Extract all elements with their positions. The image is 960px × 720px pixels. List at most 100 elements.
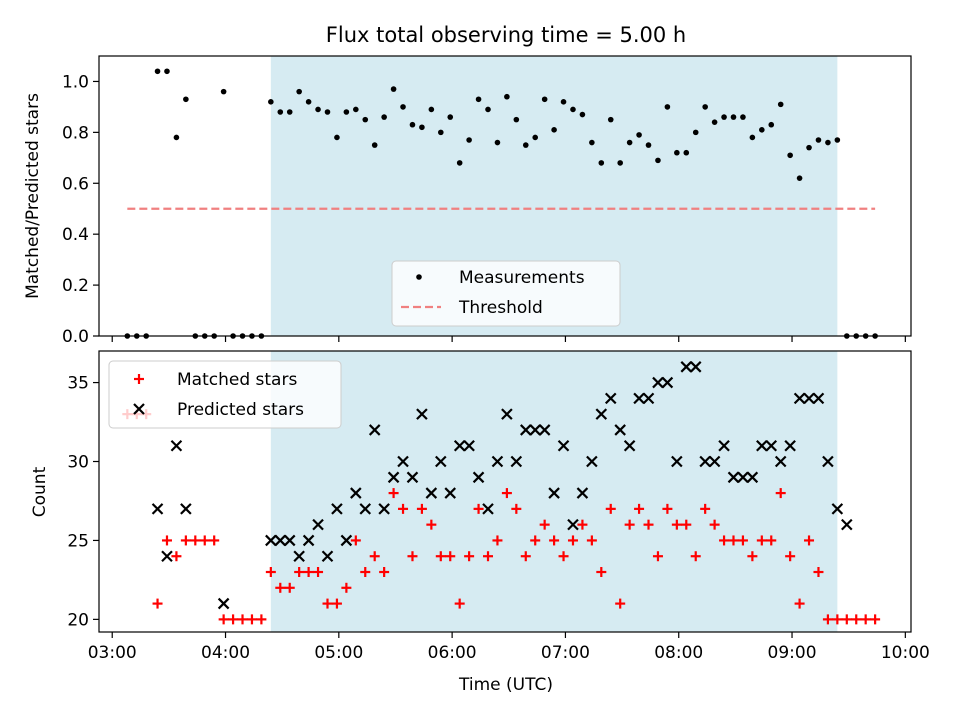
measurement-point xyxy=(343,109,350,115)
predicted-stars-point xyxy=(576,487,589,499)
measurement-point xyxy=(485,106,491,113)
measurement-point xyxy=(428,106,435,113)
x-tick-label: 09:00 xyxy=(768,643,817,663)
measurement-point xyxy=(598,160,605,166)
predicted-stars-point xyxy=(170,439,183,452)
matched-stars-point xyxy=(785,551,796,562)
matched-stars-point xyxy=(719,535,730,546)
measurement-point xyxy=(173,134,180,141)
matched-stars-point xyxy=(624,519,635,530)
matched-stars-point xyxy=(813,567,824,578)
matched-stars-point xyxy=(737,535,748,546)
measurement-point xyxy=(522,142,529,148)
predicted-stars-point xyxy=(727,471,740,484)
matched-stars-point xyxy=(690,551,701,562)
bottom-legend: Matched stars Predicted stars xyxy=(108,360,342,429)
x-tick-label: 05:00 xyxy=(314,643,363,663)
measurement-point xyxy=(570,106,576,113)
top-legend-box xyxy=(391,260,621,327)
measurement-point xyxy=(305,99,312,105)
matched-stars-point xyxy=(728,535,739,546)
x-tick-label: 03:00 xyxy=(88,643,137,663)
matched-stars-point xyxy=(860,614,871,625)
predicted-stars-point xyxy=(180,503,192,515)
predicted-stars-point xyxy=(652,376,664,389)
legend-predicted-marker xyxy=(133,403,145,415)
legend-threshold-label: Threshold xyxy=(458,298,543,318)
top-y-axis-label: Matched/Predicted stars xyxy=(23,93,43,299)
matched-stars-point xyxy=(483,551,494,562)
matched-stars-point xyxy=(171,551,182,562)
measurement-point xyxy=(787,152,793,159)
bottom-span-layer xyxy=(270,351,838,632)
predicted-stars-point xyxy=(737,471,749,484)
matched-stars-point xyxy=(416,503,427,514)
matched-stars-point xyxy=(567,535,578,546)
measurement-point xyxy=(777,101,784,108)
bottom-y-axis-label: Count xyxy=(30,466,50,517)
y-tick-label: 20 xyxy=(67,610,89,630)
measurement-point xyxy=(740,114,746,120)
matched-stars-point xyxy=(530,535,541,546)
matched-stars-point xyxy=(539,519,550,530)
matched-stars-point xyxy=(804,535,815,546)
measurement-point xyxy=(834,137,841,143)
matched-stars-point xyxy=(851,614,862,625)
measurement-point xyxy=(645,142,652,148)
y-tick-label: 0.2 xyxy=(62,276,89,296)
measurement-point xyxy=(494,139,501,146)
matched-stars-point xyxy=(341,582,352,593)
bottom-x-ticks: 03:00 04:00 05:00 06:00 07:00 08:00 09:00 10:00 xyxy=(88,632,930,663)
predicted-stars-point xyxy=(274,534,287,547)
measurement-point xyxy=(513,116,520,123)
predicted-stars-point xyxy=(538,424,551,436)
matched-stars-point xyxy=(634,503,645,514)
measurement-point xyxy=(589,139,595,146)
matched-stars-point xyxy=(822,614,833,625)
matched-stars-point xyxy=(511,503,522,514)
predicted-stars-point xyxy=(567,518,579,531)
measurement-point xyxy=(164,68,170,75)
predicted-stars-point xyxy=(793,392,806,405)
predicted-stars-point xyxy=(623,439,636,452)
bottom-points-layer xyxy=(122,361,881,625)
predicted-stars-point xyxy=(671,455,683,468)
y-tick-label: 25 xyxy=(67,531,89,551)
matched-stars-point xyxy=(756,535,767,546)
y-tick-label: 0.8 xyxy=(62,123,89,143)
measurement-point xyxy=(626,139,633,146)
predicted-stars-point xyxy=(217,597,230,610)
measurement-point xyxy=(806,144,812,151)
bottom-legend-box xyxy=(108,360,342,429)
x-tick-label: 06:00 xyxy=(428,643,477,663)
y-tick-label: 35 xyxy=(67,374,89,394)
matched-stars-point xyxy=(407,551,418,562)
predicted-stars-point xyxy=(444,487,457,499)
predicted-stars-point xyxy=(161,550,173,563)
matched-stars-point xyxy=(558,551,569,562)
matched-stars-point xyxy=(775,488,786,499)
y-tick-label: 1.0 xyxy=(62,72,89,92)
matched-stars-point xyxy=(794,598,805,609)
top-points-layer xyxy=(124,68,878,339)
matched-stars-point xyxy=(445,551,456,562)
measurement-point xyxy=(702,104,708,110)
legend-measurements-marker xyxy=(416,274,422,280)
predicted-stars-point xyxy=(548,487,560,499)
matched-stars-point xyxy=(615,598,626,609)
measurement-point xyxy=(466,137,472,143)
predicted-stars-point xyxy=(604,392,617,405)
matched-stars-point xyxy=(435,551,446,562)
measurement-point xyxy=(504,93,510,100)
predicted-stars-point xyxy=(293,550,305,563)
predicted-stars-point xyxy=(397,455,409,468)
measurement-point xyxy=(183,96,189,103)
measurement-point xyxy=(607,116,614,123)
measurement-point xyxy=(400,104,406,110)
y-tick-label: 30 xyxy=(67,453,89,473)
matched-stars-point xyxy=(766,535,777,546)
measurement-point xyxy=(381,114,387,120)
measurement-point xyxy=(315,106,321,113)
measurement-point xyxy=(277,109,284,115)
